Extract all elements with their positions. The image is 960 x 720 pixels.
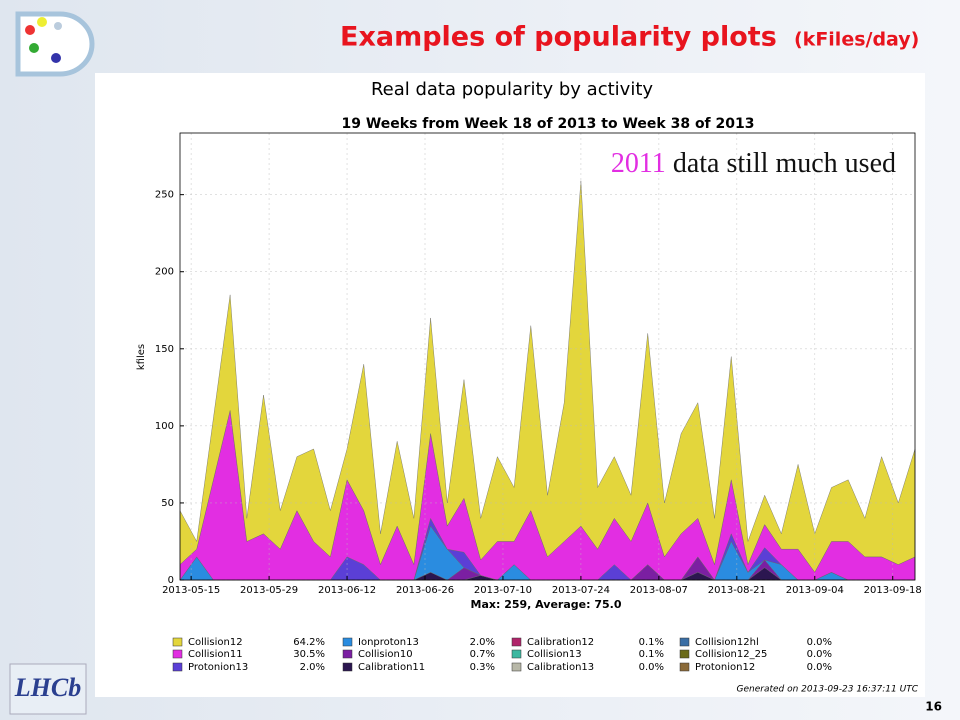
legend-swatch bbox=[511, 637, 522, 647]
legend-share: 30.5% bbox=[293, 649, 325, 660]
legend-label: Collision13 bbox=[527, 649, 582, 660]
legend-label: Collision10 bbox=[358, 649, 413, 660]
annotation: 2011 data still much used bbox=[611, 148, 896, 179]
plot-frame bbox=[179, 132, 916, 581]
x-tick-label: 2013-09-04 bbox=[786, 585, 844, 596]
x-tick-label: 2013-07-10 bbox=[474, 585, 532, 596]
legend-label: Collision12 bbox=[188, 637, 243, 648]
legend-share: 0.3% bbox=[470, 662, 495, 673]
legend-share: 0.0% bbox=[807, 649, 832, 660]
legend-swatch bbox=[172, 637, 183, 647]
legend-share: 0.1% bbox=[639, 649, 664, 660]
annotation-text: data still much used bbox=[673, 148, 896, 179]
chart-subtitle: 19 Weeks from Week 18 of 2013 to Week 38… bbox=[342, 116, 755, 132]
y-tick-label: 200 bbox=[155, 267, 174, 278]
y-tick-label: 250 bbox=[155, 190, 174, 201]
legend-swatch bbox=[679, 637, 690, 647]
x-tick-label: 2013-05-29 bbox=[240, 585, 298, 596]
legend-share: 0.0% bbox=[807, 637, 832, 648]
bottom-logo: LHCb bbox=[9, 663, 87, 715]
x-tick-label: 2013-09-18 bbox=[864, 585, 922, 596]
x-tick-label: 2013-05-15 bbox=[162, 585, 220, 596]
legend-swatch bbox=[172, 662, 183, 672]
legend-swatch bbox=[679, 662, 690, 672]
page-number: 16 bbox=[925, 700, 942, 714]
legend-label: Protonion12 bbox=[695, 662, 755, 673]
legend-share: 0.0% bbox=[639, 662, 664, 673]
y-axis-label: kfiles bbox=[136, 344, 147, 370]
chart-footer: Max: 259, Average: 75.0 bbox=[471, 598, 622, 611]
y-tick-label: 0 bbox=[168, 575, 174, 586]
legend-share: 2.0% bbox=[300, 662, 325, 673]
legend-share: 64.2% bbox=[293, 637, 325, 648]
x-tick-label: 2013-06-12 bbox=[318, 585, 376, 596]
annotation-space bbox=[666, 148, 673, 179]
y-tick-label: 50 bbox=[161, 498, 174, 509]
legend-label: Collision12hl bbox=[695, 637, 759, 648]
legend-swatch bbox=[511, 662, 522, 672]
logo-text: LHCb bbox=[14, 673, 81, 702]
legend-swatch bbox=[172, 649, 183, 659]
y-tick-label: 150 bbox=[155, 344, 174, 355]
y-tick-label: 100 bbox=[155, 421, 174, 432]
x-tick-label: 2013-08-07 bbox=[630, 585, 688, 596]
legend-label: Collision12_25 bbox=[695, 649, 767, 660]
legend-swatch bbox=[342, 649, 353, 659]
legend-share: 0.1% bbox=[639, 637, 664, 648]
legend-share: 0.7% bbox=[470, 649, 495, 660]
legend-label: Calibration11 bbox=[358, 662, 425, 673]
legend-label: Protonion13 bbox=[188, 662, 248, 673]
legend-swatch bbox=[342, 637, 353, 647]
legend-label: Collision11 bbox=[188, 649, 243, 660]
legend-swatch bbox=[342, 662, 353, 672]
legend-label: Ionproton13 bbox=[358, 637, 419, 648]
chart: Real data popularity by activity 19 Weeks… bbox=[136, 79, 922, 695]
generated-note: Generated on 2013-09-23 16:37:11 UTC bbox=[737, 685, 919, 695]
legend-swatch bbox=[679, 649, 690, 659]
x-tick-label: 2013-08-21 bbox=[708, 585, 766, 596]
x-tick-label: 2013-06-26 bbox=[396, 585, 454, 596]
legend-share: 0.0% bbox=[807, 662, 832, 673]
slide-title: Examples of popularity plots bbox=[340, 22, 777, 53]
annotation-year: 2011 bbox=[611, 148, 666, 179]
legend-label: Calibration13 bbox=[527, 662, 594, 673]
legend-swatch bbox=[511, 649, 522, 659]
legend-label: Calibration12 bbox=[527, 637, 594, 648]
chart-title: Real data popularity by activity bbox=[371, 79, 653, 100]
top-logo bbox=[15, 11, 95, 77]
slide-title-unit: (kFiles/day) bbox=[794, 29, 919, 51]
legend-share: 2.0% bbox=[470, 637, 495, 648]
x-tick-label: 2013-07-24 bbox=[552, 585, 610, 596]
